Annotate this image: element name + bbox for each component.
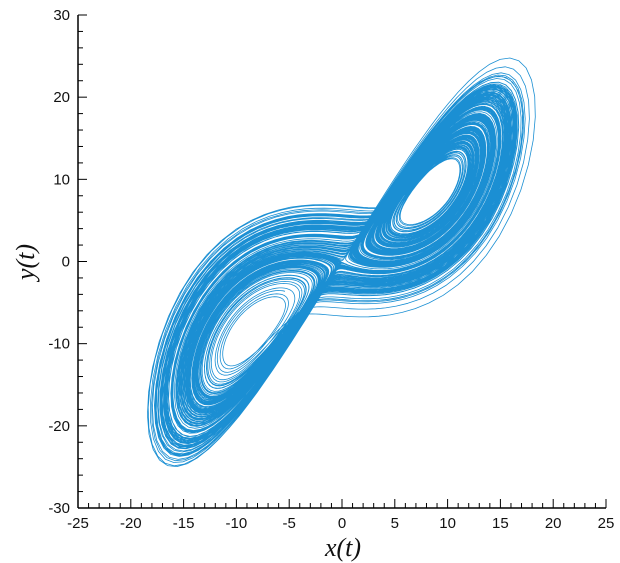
x-tick-label: 15 — [492, 515, 509, 532]
y-axis-title: y(t) — [11, 244, 40, 283]
y-tick-label: 30 — [53, 7, 70, 24]
plot-area — [147, 57, 536, 467]
y-tick-label: -20 — [48, 418, 70, 435]
x-tick-label: -10 — [226, 515, 248, 532]
y-tick-label: 10 — [53, 171, 70, 188]
x-tick-label: -20 — [120, 515, 142, 532]
tick-labels: -25 -20 -15 -10 -5 0 5 10 15 20 25 -30 -20 -10 0 10 20 30 — [48, 7, 614, 532]
x-axis-title: x(t) — [324, 533, 361, 562]
y-tick-label: 0 — [62, 254, 70, 271]
x-tick-label: 10 — [439, 515, 456, 532]
x-tick-label: -25 — [67, 515, 89, 532]
x-tick-label: -5 — [283, 515, 296, 532]
axes — [77, 15, 606, 509]
x-tick-label: 5 — [391, 515, 399, 532]
x-tick-label: 25 — [598, 515, 615, 532]
x-tick-label: 20 — [545, 515, 562, 532]
y-tick-label: 20 — [53, 89, 70, 106]
x-tick-label: -15 — [173, 515, 195, 532]
y-tick-label: -10 — [48, 336, 70, 353]
x-tick-label: 0 — [338, 515, 346, 532]
ticks — [77, 14, 607, 509]
y-tick-label: -30 — [48, 500, 70, 517]
trajectory-line — [147, 57, 536, 467]
